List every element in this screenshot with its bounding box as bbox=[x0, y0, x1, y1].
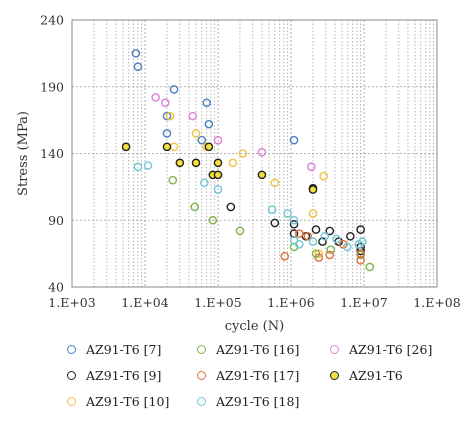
series-3 bbox=[168, 175, 375, 272]
data-point bbox=[257, 147, 267, 157]
series-0 bbox=[131, 49, 299, 145]
data-point bbox=[289, 235, 299, 245]
x-tick-label: 1.E+08 bbox=[413, 295, 460, 310]
data-point bbox=[346, 231, 355, 241]
data-point bbox=[308, 237, 318, 246]
data-point bbox=[162, 111, 172, 121]
data-point bbox=[204, 142, 214, 152]
data-point bbox=[295, 229, 304, 238]
y-tick-label: 40 bbox=[48, 280, 64, 295]
data-point bbox=[308, 185, 318, 194]
y-tick-label: 90 bbox=[48, 213, 64, 228]
data-point bbox=[204, 119, 214, 129]
data-point bbox=[356, 225, 365, 234]
data-point bbox=[213, 170, 223, 180]
data-point bbox=[133, 162, 143, 172]
grid bbox=[72, 20, 437, 287]
data-point bbox=[165, 111, 175, 121]
data-point bbox=[226, 202, 236, 212]
data-point bbox=[325, 250, 335, 260]
data-point bbox=[191, 129, 201, 138]
y-tick-label: 240 bbox=[40, 13, 64, 28]
data-point bbox=[295, 239, 304, 249]
data-point bbox=[200, 178, 209, 188]
data-point bbox=[169, 85, 179, 94]
data-points bbox=[121, 49, 375, 272]
series-4 bbox=[280, 229, 365, 265]
data-point bbox=[202, 98, 211, 108]
data-point bbox=[161, 98, 170, 108]
data-point bbox=[308, 209, 318, 218]
y-tick-label: 140 bbox=[40, 146, 64, 161]
x-tick-label: 1.E+06 bbox=[267, 295, 314, 310]
data-point bbox=[311, 225, 321, 234]
series-7 bbox=[121, 142, 318, 194]
series-6 bbox=[151, 93, 316, 172]
data-point bbox=[332, 234, 341, 244]
y-tick-label: 190 bbox=[40, 79, 64, 94]
data-point bbox=[342, 242, 352, 252]
x-tick-label: 1.E+04 bbox=[121, 295, 168, 310]
data-point bbox=[289, 219, 299, 229]
axis-ticks: 1.E+03 1.E+04 1.E+05 1.E+06 1.E+07 1.E+08 40 90… bbox=[40, 13, 461, 311]
data-point bbox=[190, 202, 200, 212]
x-tick-label: 1.E+03 bbox=[48, 295, 95, 310]
data-point bbox=[208, 215, 218, 225]
data-point bbox=[213, 158, 223, 168]
data-point bbox=[191, 158, 201, 168]
data-point bbox=[356, 249, 365, 258]
series-5 bbox=[133, 161, 367, 252]
data-point bbox=[238, 149, 248, 158]
data-point bbox=[197, 135, 207, 145]
data-point bbox=[131, 49, 141, 58]
data-point bbox=[280, 251, 290, 261]
data-point bbox=[235, 226, 245, 236]
x-axis-title: cycle (N) bbox=[225, 319, 284, 334]
data-point bbox=[257, 170, 267, 180]
x-tick-label: 1.E+07 bbox=[340, 295, 387, 310]
data-point bbox=[303, 231, 313, 241]
data-point bbox=[289, 215, 299, 225]
data-point bbox=[319, 171, 328, 181]
data-point bbox=[354, 239, 364, 249]
data-point bbox=[365, 262, 375, 272]
data-point bbox=[213, 135, 223, 145]
data-point bbox=[326, 245, 336, 254]
data-point bbox=[320, 231, 330, 241]
data-point bbox=[270, 178, 280, 188]
data-point bbox=[143, 161, 153, 170]
data-point bbox=[121, 142, 131, 152]
data-point bbox=[283, 209, 292, 218]
data-point bbox=[151, 93, 160, 102]
data-point bbox=[169, 142, 179, 152]
data-point bbox=[267, 205, 277, 214]
data-point bbox=[162, 129, 172, 138]
x-tick-label: 1.E+05 bbox=[194, 295, 241, 310]
data-point bbox=[307, 162, 316, 172]
data-point bbox=[133, 62, 143, 72]
data-point bbox=[168, 175, 178, 185]
data-point bbox=[289, 135, 299, 145]
plot-area bbox=[71, 19, 438, 288]
data-point bbox=[325, 226, 335, 236]
data-point bbox=[228, 158, 238, 168]
data-point bbox=[314, 253, 324, 262]
data-point bbox=[188, 111, 197, 121]
data-point bbox=[162, 142, 172, 152]
data-point bbox=[318, 237, 327, 246]
data-point bbox=[270, 218, 280, 228]
data-point bbox=[314, 249, 324, 258]
y-axis-title: Stress (MPa) bbox=[16, 111, 31, 196]
data-point bbox=[175, 158, 185, 168]
data-point bbox=[213, 185, 223, 194]
